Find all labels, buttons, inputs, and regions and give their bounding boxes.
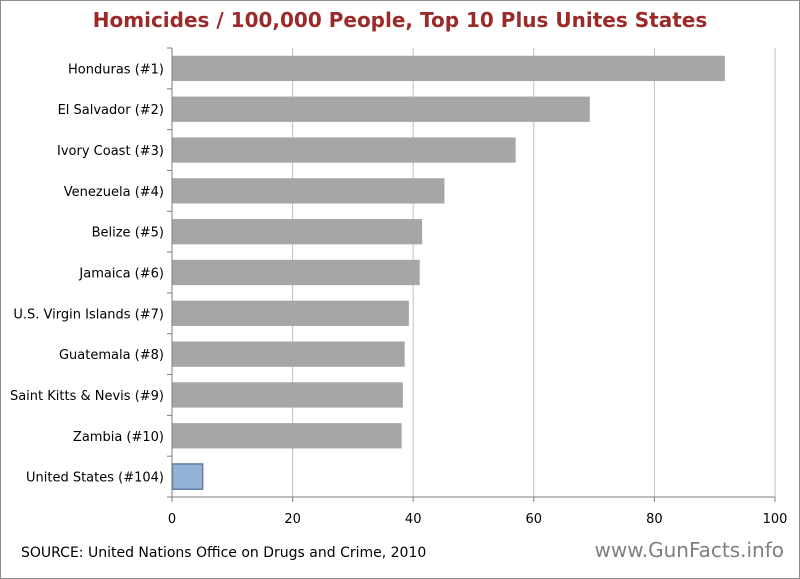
watermark: www.GunFacts.info: [594, 538, 785, 562]
bar-united-states-104: [171, 463, 204, 490]
x-tick-label: 60: [526, 512, 543, 527]
category-label: Ivory Coast (#3): [57, 144, 164, 159]
category-label: Belize (#5): [92, 226, 164, 241]
bar-belize-5: [172, 219, 423, 245]
bar-u-s-virgin-islands-7: [172, 300, 409, 326]
bar-guatemala-8: [172, 341, 405, 367]
source-note: SOURCE: United Nations Office on Drugs a…: [21, 545, 427, 561]
x-tick-label: 20: [284, 512, 301, 527]
category-label: Saint Kitts & Nevis (#9): [10, 389, 164, 404]
category-label: Jamaica (#6): [78, 267, 164, 282]
bar-honduras-1: [172, 55, 725, 82]
x-tick-label: 0: [168, 512, 176, 527]
category-label: El Salvador (#2): [58, 103, 164, 118]
category-label: United States (#104): [26, 471, 164, 486]
bar-el-salvador-2: [172, 96, 590, 122]
category-label: Guatemala (#8): [59, 348, 164, 363]
category-label: Venezuela (#4): [64, 185, 164, 200]
bar-ivory-coast-3: [172, 137, 516, 163]
x-tick-label: 80: [646, 512, 663, 527]
x-tick-label: 40: [405, 512, 422, 527]
bar-venezuela-4: [172, 178, 445, 204]
bar-saint-kitts-nevis-9: [172, 382, 403, 408]
category-label: Zambia (#10): [73, 430, 164, 445]
x-tick-label: 100: [763, 512, 788, 527]
chart-title: Homicides / 100,000 People, Top 10 Plus …: [92, 8, 708, 32]
category-label: Honduras (#1): [68, 62, 164, 77]
category-label: U.S. Virgin Islands (#7): [13, 307, 164, 322]
bar-zambia-10: [172, 423, 402, 449]
bar-jamaica-6: [172, 259, 420, 286]
